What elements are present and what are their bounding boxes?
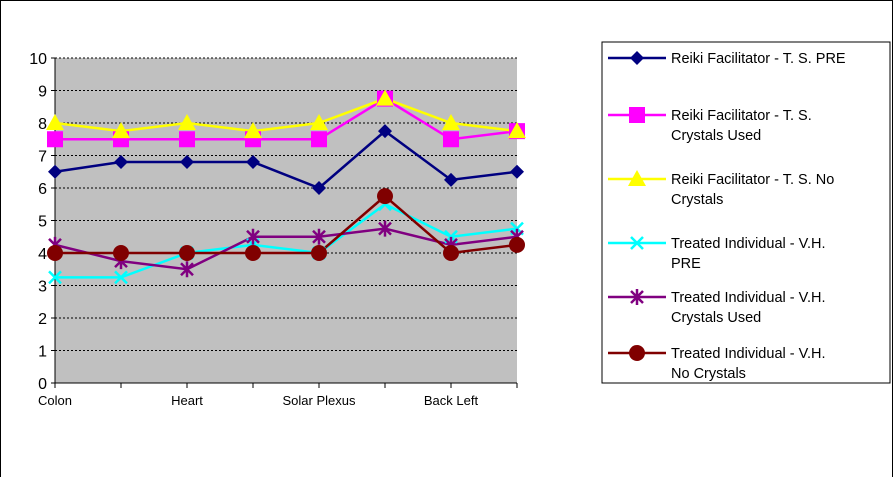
y-tick-label: 9 bbox=[38, 84, 47, 101]
x-tick-label: Colon bbox=[38, 393, 72, 408]
legend-label: Treated Individual - V.H. bbox=[671, 236, 825, 252]
data-point bbox=[509, 236, 525, 253]
y-tick-label: 10 bbox=[29, 51, 47, 68]
data-point bbox=[378, 220, 392, 237]
data-point bbox=[312, 181, 326, 195]
legend-label: Reiki Facilitator - T. S. bbox=[671, 108, 812, 124]
data-point bbox=[508, 122, 526, 139]
data-point bbox=[311, 245, 327, 261]
data-point bbox=[444, 172, 458, 187]
data-point bbox=[180, 155, 194, 169]
data-point bbox=[178, 114, 196, 130]
data-point bbox=[48, 164, 62, 179]
legend-box bbox=[601, 41, 891, 384]
data-point bbox=[443, 245, 459, 261]
data-point bbox=[114, 155, 128, 169]
data-point bbox=[442, 114, 460, 130]
legend-label: PRE bbox=[671, 256, 701, 272]
data-point bbox=[378, 124, 392, 139]
data-point bbox=[245, 245, 261, 261]
legend-entry: Treated Individual - V.H. No Crystals bbox=[608, 345, 825, 382]
legend-entry: Reiki Facilitator - T. S. No Crystals bbox=[608, 170, 834, 208]
legend-label: Crystals Used bbox=[671, 310, 761, 326]
legend-label: Treated Individual - V.H. bbox=[671, 290, 825, 306]
legend-swatch-marker bbox=[630, 236, 644, 250]
y-tick-label: 7 bbox=[38, 149, 47, 166]
data-point bbox=[376, 89, 394, 106]
y-tick-label: 3 bbox=[38, 279, 47, 296]
legend-entry: Reiki Facilitator - T. S. PRE bbox=[608, 51, 846, 67]
legend-label: Crystals Used bbox=[671, 128, 761, 144]
legend-entry: Reiki Facilitator - T. S. Crystals Used bbox=[608, 107, 812, 144]
legend-swatch-marker bbox=[629, 107, 645, 123]
y-tick-label: 5 bbox=[38, 214, 47, 231]
y-tick-label: 1 bbox=[38, 344, 47, 361]
data-point bbox=[48, 270, 62, 285]
series-line-4 bbox=[55, 202, 518, 279]
legend-swatch-marker bbox=[628, 170, 646, 186]
data-point bbox=[312, 228, 326, 245]
legend-label: Crystals bbox=[671, 192, 723, 208]
legend-entry: Treated Individual - V.H. PRE bbox=[608, 236, 825, 272]
data-point bbox=[47, 131, 63, 148]
legend-swatch-marker bbox=[630, 51, 644, 65]
legend-swatch-marker bbox=[629, 345, 645, 361]
data-point bbox=[311, 131, 327, 148]
x-tick-label: Heart bbox=[171, 393, 203, 408]
data-point bbox=[377, 188, 393, 205]
legend-entry: Treated Individual - V.H. Crystals Used bbox=[608, 289, 825, 326]
legend-label: Reiki Facilitator - T. S. PRE bbox=[671, 51, 846, 67]
legend-label: Reiki Facilitator - T. S. No bbox=[671, 172, 834, 188]
data-point bbox=[47, 245, 63, 261]
series-line-6 bbox=[55, 194, 518, 255]
x-tick-label: Back Left bbox=[424, 393, 479, 408]
legend-swatch-marker bbox=[630, 289, 644, 305]
series-line-3 bbox=[54, 97, 518, 133]
x-tick-label: Solar Plexus bbox=[283, 393, 356, 408]
y-tick-label: 2 bbox=[38, 311, 47, 328]
data-point bbox=[443, 131, 459, 148]
data-point bbox=[179, 245, 195, 261]
y-tick-label: 0 bbox=[38, 376, 47, 393]
y-tick-label: 8 bbox=[38, 116, 47, 133]
data-point bbox=[114, 270, 128, 285]
legend-label: Treated Individual - V.H. bbox=[671, 346, 825, 362]
data-point bbox=[113, 245, 129, 261]
y-tick-label: 4 bbox=[38, 246, 47, 263]
legend-label: No Crystals bbox=[671, 366, 746, 382]
data-point bbox=[179, 131, 195, 148]
y-tick-label: 6 bbox=[38, 181, 47, 198]
data-point bbox=[246, 228, 260, 245]
data-point bbox=[46, 114, 64, 130]
series-line-2 bbox=[55, 97, 518, 141]
data-point bbox=[244, 122, 262, 139]
data-point bbox=[180, 261, 194, 278]
data-point bbox=[246, 155, 260, 169]
data-point bbox=[310, 114, 328, 130]
data-point bbox=[112, 122, 130, 139]
data-point bbox=[510, 164, 524, 179]
series-line-1 bbox=[54, 129, 518, 190]
